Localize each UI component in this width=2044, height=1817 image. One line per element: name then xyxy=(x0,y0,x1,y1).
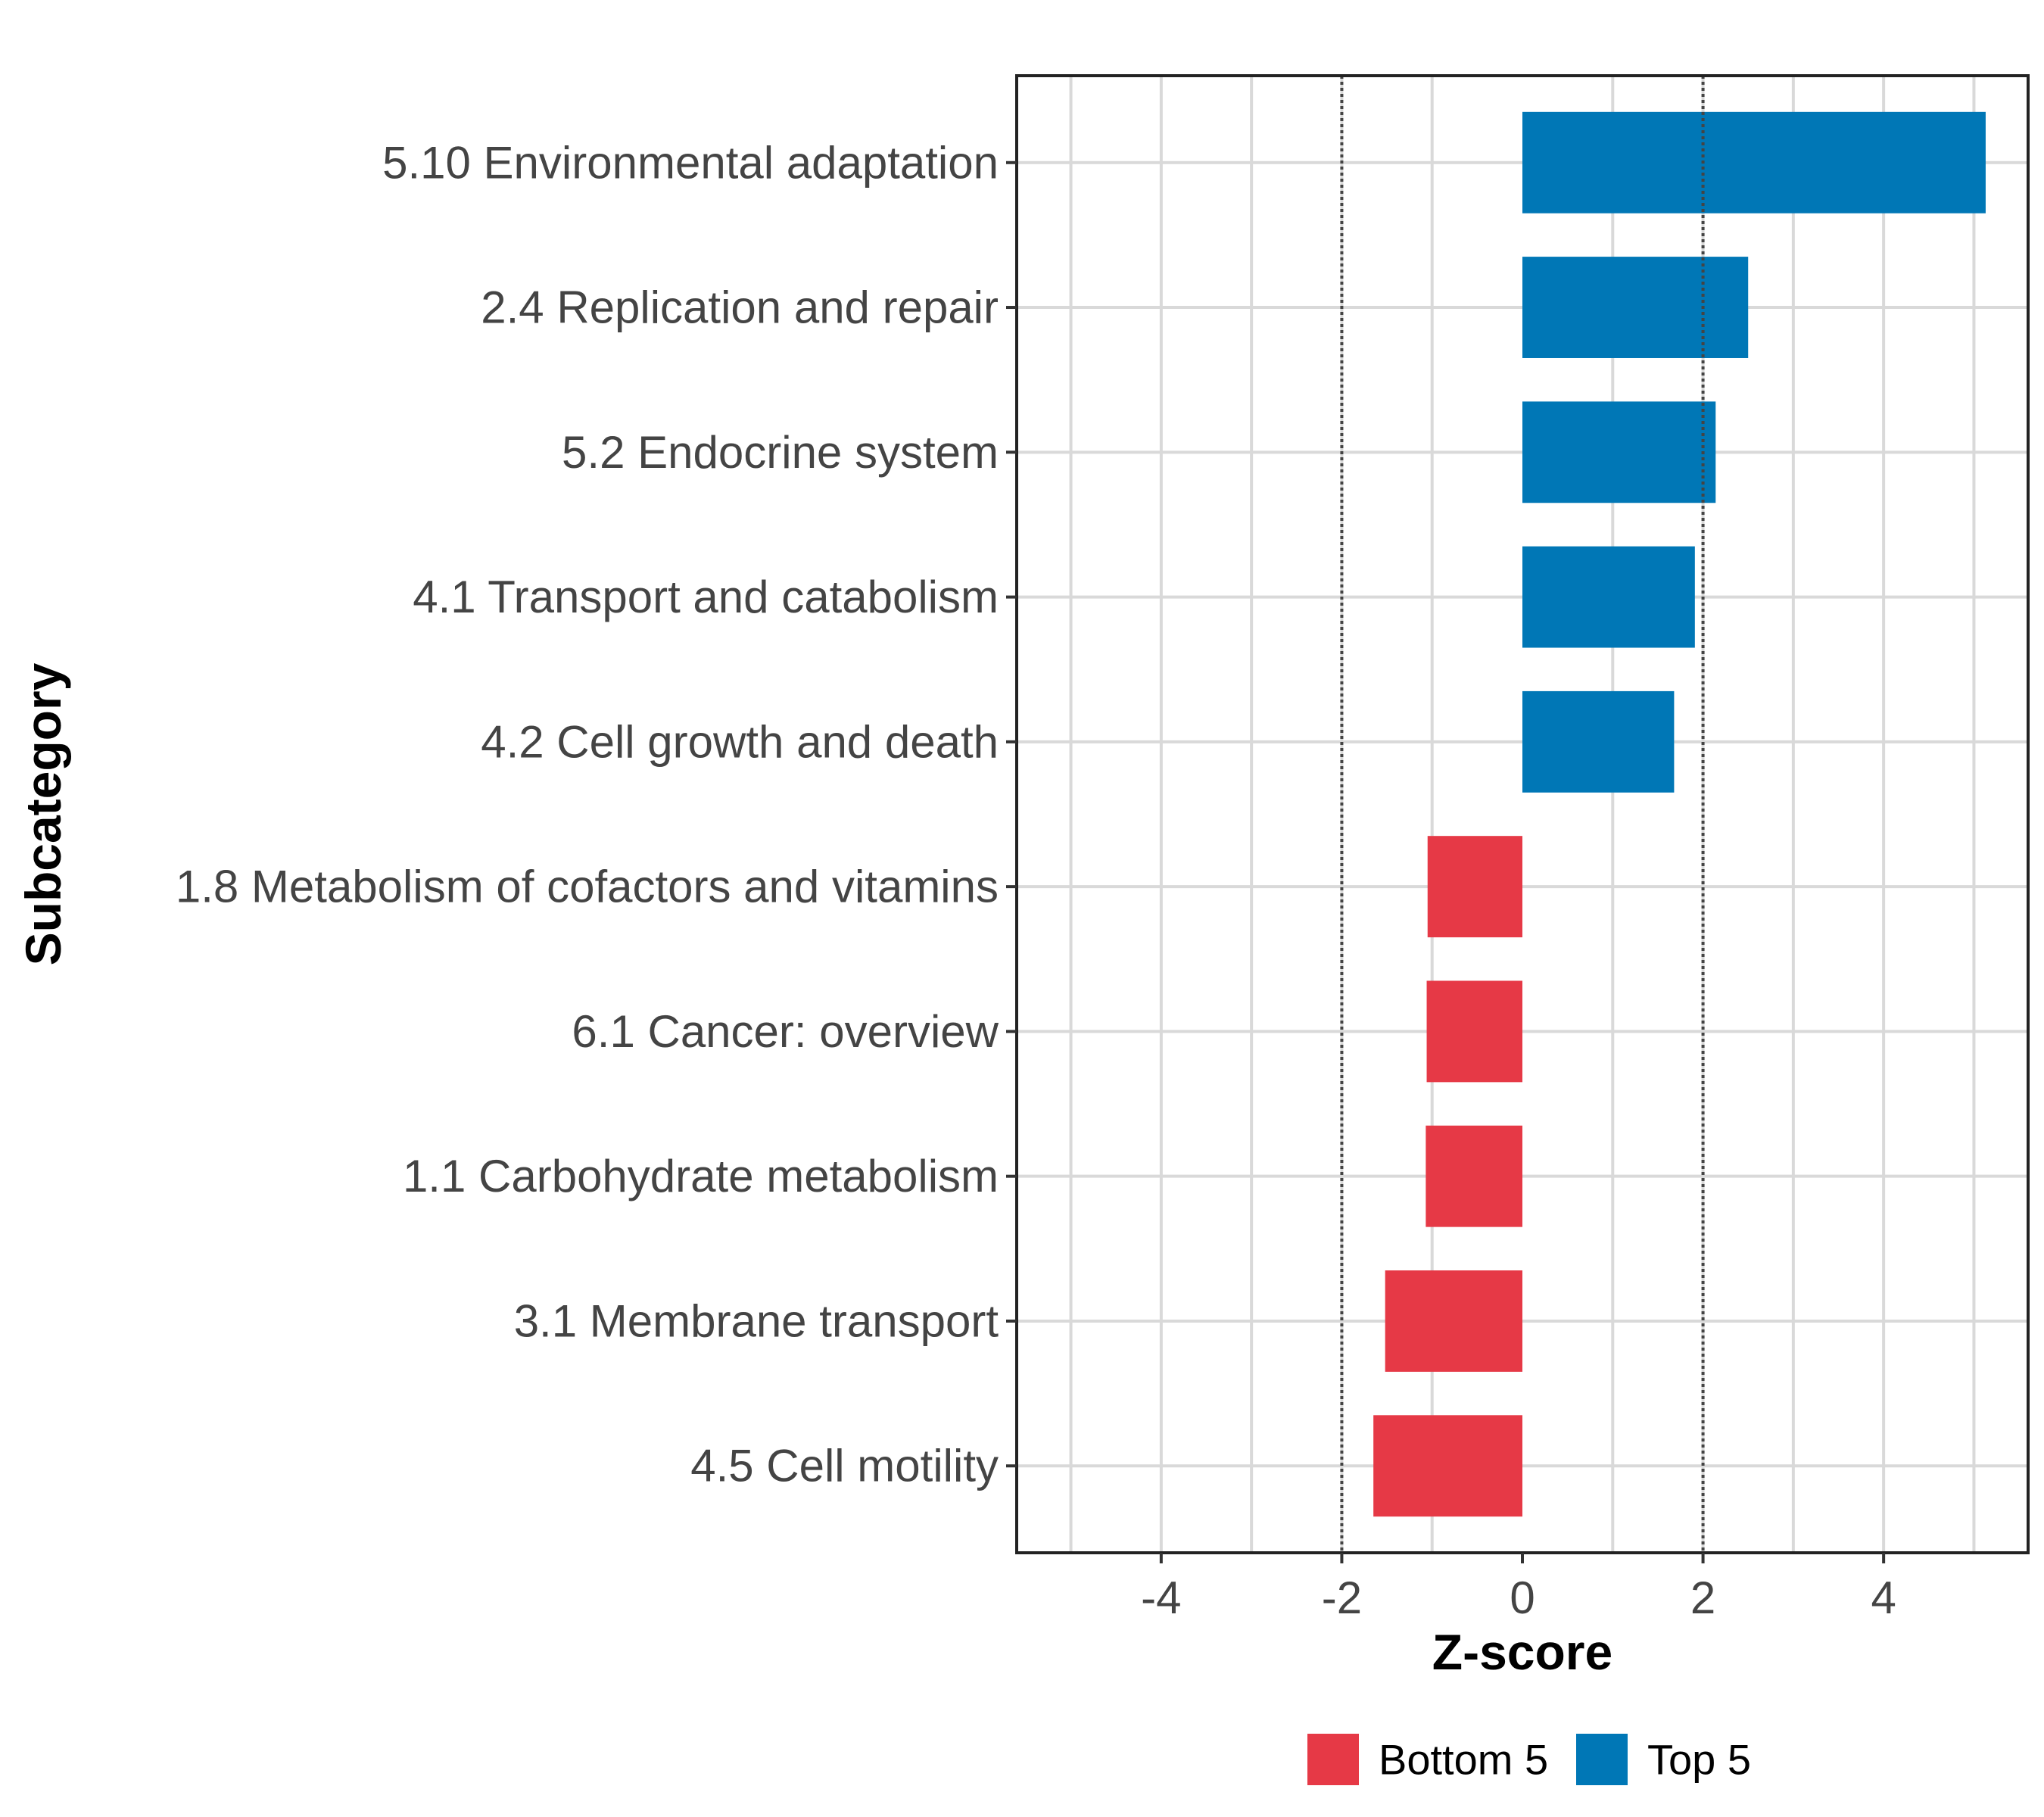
bar-4 xyxy=(1522,546,1695,648)
category-label: 6.1 Cancer: overview xyxy=(572,1006,999,1057)
bar-2 xyxy=(1522,257,1749,358)
category-label: 5.10 Environmental adaptation xyxy=(382,137,999,188)
category-label: 1.1 Carbohydrate metabolism xyxy=(403,1151,999,1201)
y-axis-title: Subcategory xyxy=(15,662,71,965)
category-label: 5.2 Endocrine system xyxy=(562,427,999,478)
legend: Bottom 5 Top 5 xyxy=(1307,1734,1751,1785)
x-tick-label: 0 xyxy=(1510,1572,1535,1623)
category-label: 3.1 Membrane transport xyxy=(514,1295,999,1346)
legend-label: Bottom 5 xyxy=(1379,1736,1548,1784)
bar-1 xyxy=(1522,111,1986,213)
axis-ticks xyxy=(1006,161,1886,1563)
bar-5 xyxy=(1522,690,1675,793)
bar-9 xyxy=(1385,1270,1522,1372)
bar-6 xyxy=(1427,836,1522,938)
category-label: 4.1 Transport and catabolism xyxy=(413,572,999,622)
bar-8 xyxy=(1426,1125,1522,1227)
category-label: 4.5 Cell motility xyxy=(690,1441,999,1491)
reference-lines xyxy=(1340,76,1705,1553)
legend-swatch xyxy=(1576,1734,1628,1785)
bars-layer xyxy=(1373,111,1986,1517)
category-label: 4.2 Cell growth and death xyxy=(481,716,999,767)
x-tick-label: -2 xyxy=(1322,1572,1362,1623)
legend-swatch xyxy=(1307,1734,1359,1785)
x-axis-title: Z-score xyxy=(1432,1624,1612,1680)
x-tick-label: 4 xyxy=(1871,1572,1896,1623)
bar-7 xyxy=(1426,980,1522,1083)
x-axis-tick-labels: -4 -2 0 2 4 xyxy=(1141,1572,1896,1623)
x-tick-label: 2 xyxy=(1690,1572,1715,1623)
bar-3 xyxy=(1522,401,1716,503)
y-axis-category-labels: 5.10 Environmental adaptation 2.4 Replica… xyxy=(176,137,999,1491)
x-tick-label: -4 xyxy=(1141,1572,1181,1623)
category-label: 2.4 Replication and repair xyxy=(481,282,999,333)
category-label: 1.8 Metabolism of cofactors and vitamins xyxy=(176,862,999,912)
bar-10 xyxy=(1373,1415,1522,1517)
legend-label: Top 5 xyxy=(1647,1736,1751,1784)
